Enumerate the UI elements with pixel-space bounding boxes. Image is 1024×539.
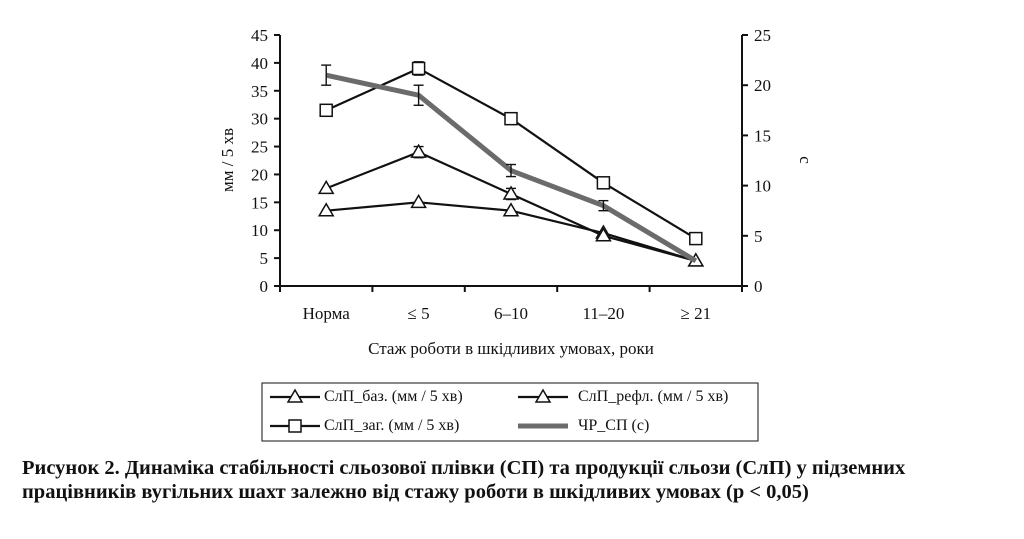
y-left-tick-label: 45 <box>251 26 268 45</box>
legend-label-slp-refl: СлП_рефл. (мм / 5 хв) <box>578 388 728 405</box>
y-axis-right-title: с <box>796 156 815 164</box>
legend-swatch-0 <box>270 388 320 403</box>
y-right-tick-label: 10 <box>754 177 771 196</box>
legend-swatch-marker <box>288 419 302 433</box>
data-point-square <box>411 61 426 76</box>
x-tick-label: 11–20 <box>582 304 624 323</box>
figure-caption: Рисунок 2. Динаміка стабільності сльозов… <box>22 457 906 503</box>
y-right-tick-label: 20 <box>754 76 771 95</box>
chart: 0 5 10 15 20 25 30 35 40 45 0 5 10 15 20 25 Норма ≤ 5 6–10… <box>218 26 815 442</box>
y-left-tick-label: 35 <box>251 82 268 101</box>
legend-label-chr-sp: ЧР_СП (с) <box>578 417 649 434</box>
y-left-tick-label: 15 <box>251 193 268 212</box>
x-tick-label: ≤ 5 <box>408 304 430 323</box>
y-left-tick-label: 30 <box>251 110 268 129</box>
legend-swatch-marker <box>286 388 304 403</box>
ticks: 0 5 10 15 20 25 30 35 40 45 0 5 10 15 20 25 Норма ≤ 5 6–10… <box>251 26 771 323</box>
data-point-triangle <box>410 193 427 209</box>
y-right-tick-label: 15 <box>754 126 771 145</box>
x-tick-label: 6–10 <box>494 304 528 323</box>
y-left-tick-label: 20 <box>251 165 268 184</box>
legend-label-slp-baz: СлП_баз. (мм / 5 хв) <box>324 388 463 405</box>
y-left-tick-label: 5 <box>260 249 269 268</box>
y-left-tick-label: 0 <box>260 277 269 296</box>
x-axis-title: Стаж роботи в шкідливих умовах, роки <box>368 339 654 358</box>
y-axis-left-title: мм / 5 хв <box>218 128 237 192</box>
legend-swatch-2 <box>270 419 320 433</box>
legend: СлП_баз. (мм / 5 хв) СлП_рефл. (мм / 5 х… <box>261 382 759 442</box>
data-point-triangle <box>410 143 427 158</box>
data-point-square <box>319 103 333 118</box>
series-layer <box>317 61 705 267</box>
legend-swatch-marker <box>534 388 552 403</box>
data-point-square <box>689 231 703 246</box>
x-tick-label: Норма <box>303 304 351 323</box>
y-left-tick-label: 10 <box>251 221 268 240</box>
y-left-tick-label: 40 <box>251 54 268 73</box>
legend-label-slp-zag: СлП_заг. (мм / 5 хв) <box>324 417 459 434</box>
y-left-tick-label: 25 <box>251 138 268 157</box>
data-point-triangle <box>317 202 335 217</box>
data-point-triangle <box>502 185 520 200</box>
legend-swatch-1 <box>518 388 568 403</box>
data-point-triangle <box>317 179 335 195</box>
x-tick-label: ≥ 21 <box>681 304 712 323</box>
data-point-square <box>504 111 518 126</box>
data-point-triangle <box>502 202 520 217</box>
data-point-square <box>596 176 611 190</box>
series-2 <box>319 61 703 246</box>
y-right-tick-label: 25 <box>754 26 771 45</box>
series-3 <box>321 64 698 264</box>
axes <box>279 35 743 287</box>
y-right-tick-label: 0 <box>754 277 763 296</box>
data-point-triangle <box>595 227 612 242</box>
y-right-tick-label: 5 <box>754 227 763 246</box>
legend-frame <box>261 382 759 442</box>
